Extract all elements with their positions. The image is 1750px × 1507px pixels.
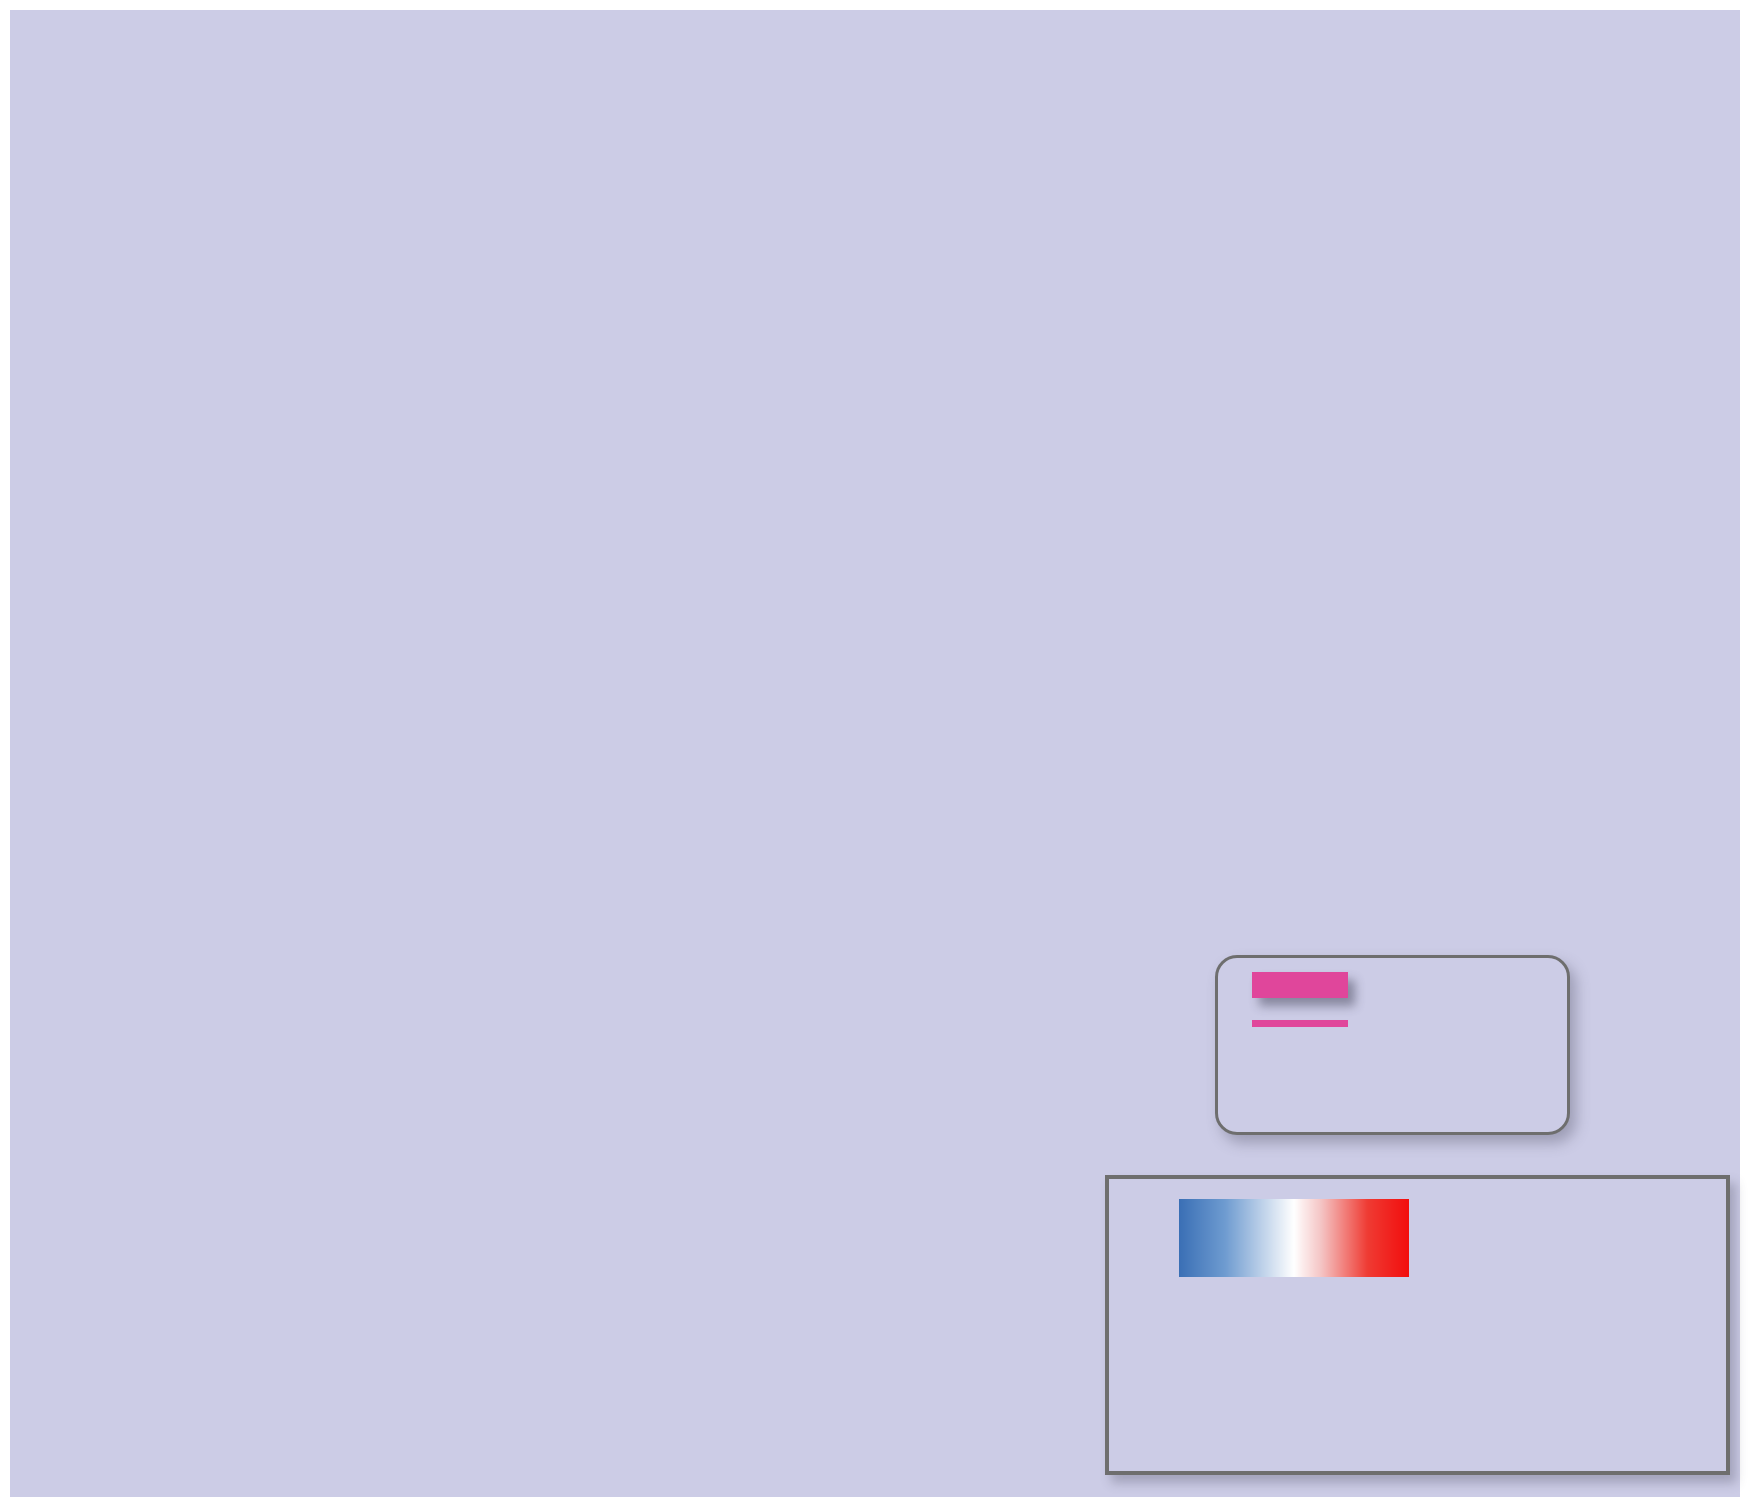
overlap-legend-moderate-row (1252, 1020, 1567, 1027)
enrichment-color-scale (1179, 1199, 1409, 1277)
high-significance-swatch (1252, 972, 1348, 998)
moderate-significance-swatch (1252, 1020, 1348, 1027)
overlap-significance-legend (1215, 955, 1570, 1135)
overlap-legend-high-row (1252, 972, 1567, 998)
network-canvas (10, 10, 1740, 1497)
enriched-in-legend (1105, 1175, 1730, 1475)
